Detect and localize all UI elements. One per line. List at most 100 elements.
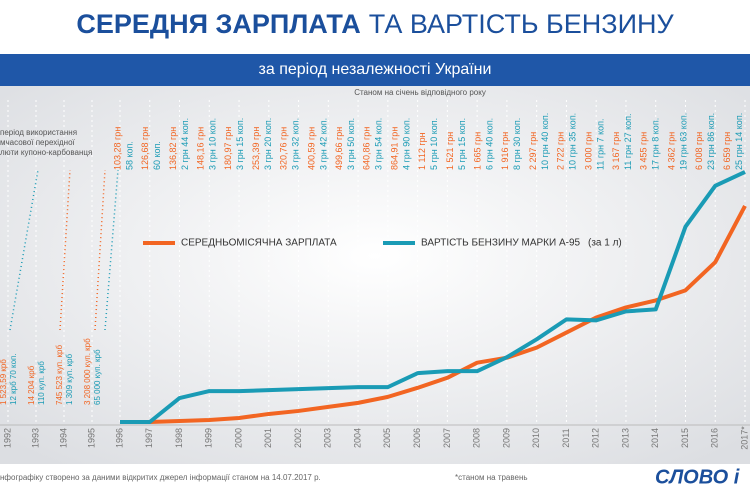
early-label: 12 крб 70 коп. <box>9 353 18 405</box>
x-tick-label: 1998 <box>174 428 184 448</box>
price-label: 640,86 грн <box>362 127 372 170</box>
price-label: 5 грн 15 коп. <box>457 118 467 170</box>
x-tick-label: 2016 <box>710 428 720 448</box>
early-label: 14 204 крб <box>27 365 36 405</box>
x-tick-label: 2011 <box>561 428 571 447</box>
x-tick-label: 1993 <box>30 428 40 448</box>
price-label: 60 коп. <box>152 141 162 170</box>
x-tick-label: 2013 <box>620 428 630 448</box>
price-label: 148,16 грн <box>195 127 205 170</box>
price-label: 499,66 грн <box>334 127 344 170</box>
price-label: 8 грн 30 коп. <box>512 118 522 170</box>
x-tick-label: 1994 <box>58 428 68 448</box>
x-tick-label: 1997 <box>144 428 154 448</box>
x-tick-label: 2009 <box>501 428 511 448</box>
leader-line <box>104 169 119 331</box>
footer: нфографіку створено за даними відкритих … <box>0 473 321 482</box>
price-label: 3 000 грн <box>583 132 593 170</box>
x-tick-label: 2006 <box>412 428 422 448</box>
early-label: 110 куп. крб <box>37 361 46 405</box>
leader-line <box>94 169 106 331</box>
x-tick-label: 1995 <box>86 428 96 448</box>
x-tick-label: 2005 <box>382 428 392 448</box>
price-label: 4 362 грн <box>666 132 676 170</box>
x-tick-label: 2001 <box>263 428 273 448</box>
legend-label: СЕРЕДНЬОМІСЯЧНА ЗАРПЛАТА <box>181 238 337 249</box>
price-label: 10 грн 35 коп. <box>568 113 578 170</box>
price-label: 1 916 грн <box>500 132 510 170</box>
price-label: 3 455 грн <box>639 132 649 170</box>
x-tick-label: 2007 <box>442 428 452 448</box>
x-tick-label: 2004 <box>352 428 362 448</box>
subtitle: за період незалежності України <box>259 61 492 78</box>
price-label: 23 грн 86 коп. <box>706 113 716 170</box>
price-label: 4 грн 90 коп. <box>401 118 411 170</box>
footer-band <box>0 464 750 500</box>
price-label: 6 008 грн <box>694 132 704 170</box>
x-tick-label: 2002 <box>293 428 303 448</box>
price-label: 6 грн 40 коп. <box>484 118 494 170</box>
x-tick-label: 2003 <box>323 428 333 448</box>
legend-label: ВАРТІСТЬ БЕНЗИНУ МАРКИ А-95 <box>421 238 581 249</box>
price-label: 253,39 грн <box>251 127 261 170</box>
legend-unit: (за 1 л) <box>588 238 622 249</box>
early-label: 3 208 000 куп. крб <box>83 338 92 405</box>
price-label: 2 722 грн <box>556 132 566 170</box>
price-label: 3 грн 50 коп. <box>346 118 356 170</box>
period-note: люти купоно-карбованця <box>0 148 92 157</box>
x-tick-label: 2008 <box>472 428 482 448</box>
price-label: 2 грн 44 коп. <box>180 118 190 170</box>
price-label: 103,28 грн <box>112 127 122 170</box>
price-label: 136,82 грн <box>168 127 178 170</box>
period-note: період використання <box>0 128 77 137</box>
price-label: 3 грн 10 коп. <box>207 118 217 170</box>
x-tick-label: 2000 <box>233 428 243 448</box>
price-label: 320,76 грн <box>279 127 289 170</box>
leader-line <box>59 169 71 331</box>
price-label: 400,59 грн <box>306 127 316 170</box>
subtitle-band <box>0 54 750 86</box>
x-tick-label: 2010 <box>531 428 541 448</box>
series-line <box>120 205 747 424</box>
price-label: 1 112 грн <box>417 132 427 170</box>
price-label: 180,97 грн <box>223 127 233 170</box>
early-label: 65 000 куп. крб <box>93 349 102 405</box>
x-tick-label: 1996 <box>114 428 124 448</box>
early-label: 1 523,59 крб <box>0 359 8 405</box>
footnote: *станом на травень <box>455 473 528 482</box>
price-label: 11 грн 7 коп. <box>595 118 605 170</box>
note-top: Станом на січень відповідного року <box>354 88 486 97</box>
x-tick-label: 2017* <box>739 426 749 450</box>
price-label: 17 грн 8 коп. <box>651 118 661 170</box>
price-label: 6 659 грн <box>722 132 732 170</box>
title: СЕРЕДНЯ ЗАРПЛАТА ТА ВАРТІСТЬ БЕНЗИНУ <box>76 9 674 39</box>
x-tick-label: 2014 <box>650 428 660 448</box>
price-label: 1 665 грн <box>472 132 482 170</box>
price-label: 2 297 грн <box>528 132 538 170</box>
price-label: 10 грн 40 коп. <box>540 113 550 170</box>
price-label: 3 грн 20 коп. <box>263 118 273 170</box>
price-label: 25 грн 14 коп. <box>734 113 744 170</box>
price-label: 58 коп. <box>124 141 134 170</box>
series-line <box>120 170 746 424</box>
price-label: 1 521 грн <box>445 132 455 170</box>
x-tick-label: 1992 <box>2 428 12 448</box>
price-label: 3 грн 32 коп. <box>291 118 301 170</box>
price-label: 3 грн 15 коп. <box>235 118 245 170</box>
logo: СЛОВО і <box>655 466 740 488</box>
price-label: 3 грн 54 коп. <box>374 118 384 170</box>
price-label: 3 грн 42 коп. <box>318 118 328 170</box>
price-label: 3 167 грн <box>611 132 621 170</box>
x-tick-label: 1999 <box>204 428 214 448</box>
price-label: 126,68 грн <box>140 127 150 170</box>
early-label: 1 309 куп. крб <box>65 353 74 405</box>
x-tick-label: 2015 <box>680 428 690 448</box>
plot: 1992 1993 1994 1995 1996 1997 1998 1999 2000 2001… <box>0 88 750 450</box>
price-label: 864,91 грн <box>389 127 399 170</box>
price-label: 11 грн 27 коп. <box>623 113 633 170</box>
early-label: 745 523 куп. крб <box>55 345 64 405</box>
price-label: 5 грн 10 коп. <box>429 118 439 170</box>
x-tick-label: 2012 <box>591 428 601 448</box>
price-label: 19 грн 63 коп. <box>678 113 688 170</box>
